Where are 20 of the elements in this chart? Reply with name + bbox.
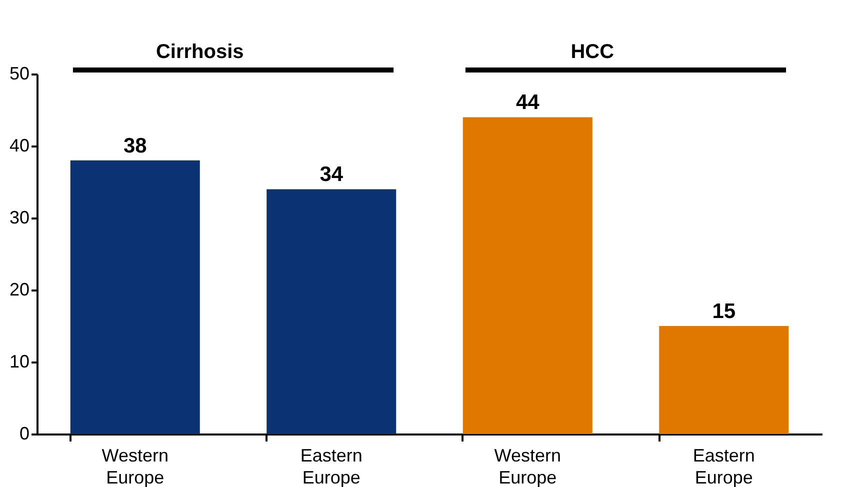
bar bbox=[266, 189, 396, 434]
y-tick-label: 10 bbox=[9, 352, 30, 372]
x-tick-label: Eastern Europe bbox=[692, 446, 755, 487]
data-label: 15 bbox=[712, 300, 736, 323]
data-label: 44 bbox=[516, 91, 540, 114]
y-tick-label: 30 bbox=[9, 208, 30, 228]
x-tick-label: Eastern Europe bbox=[300, 446, 362, 487]
data-label: 34 bbox=[320, 163, 344, 186]
text: Cirrhosis bbox=[156, 41, 244, 63]
y-tick-label: 40 bbox=[9, 136, 30, 156]
x-tick-label: Western Europe bbox=[102, 446, 168, 487]
data-label: 38 bbox=[123, 134, 148, 158]
bar bbox=[659, 326, 789, 434]
text: HCC bbox=[570, 41, 614, 63]
x-tick-label: Western Europe bbox=[494, 446, 561, 487]
bar bbox=[70, 160, 200, 434]
y-tick-label: 20 bbox=[9, 280, 30, 300]
y-tick-label: 0 bbox=[19, 424, 30, 444]
bar bbox=[462, 117, 592, 434]
y-tick-label: 50 bbox=[9, 64, 30, 84]
